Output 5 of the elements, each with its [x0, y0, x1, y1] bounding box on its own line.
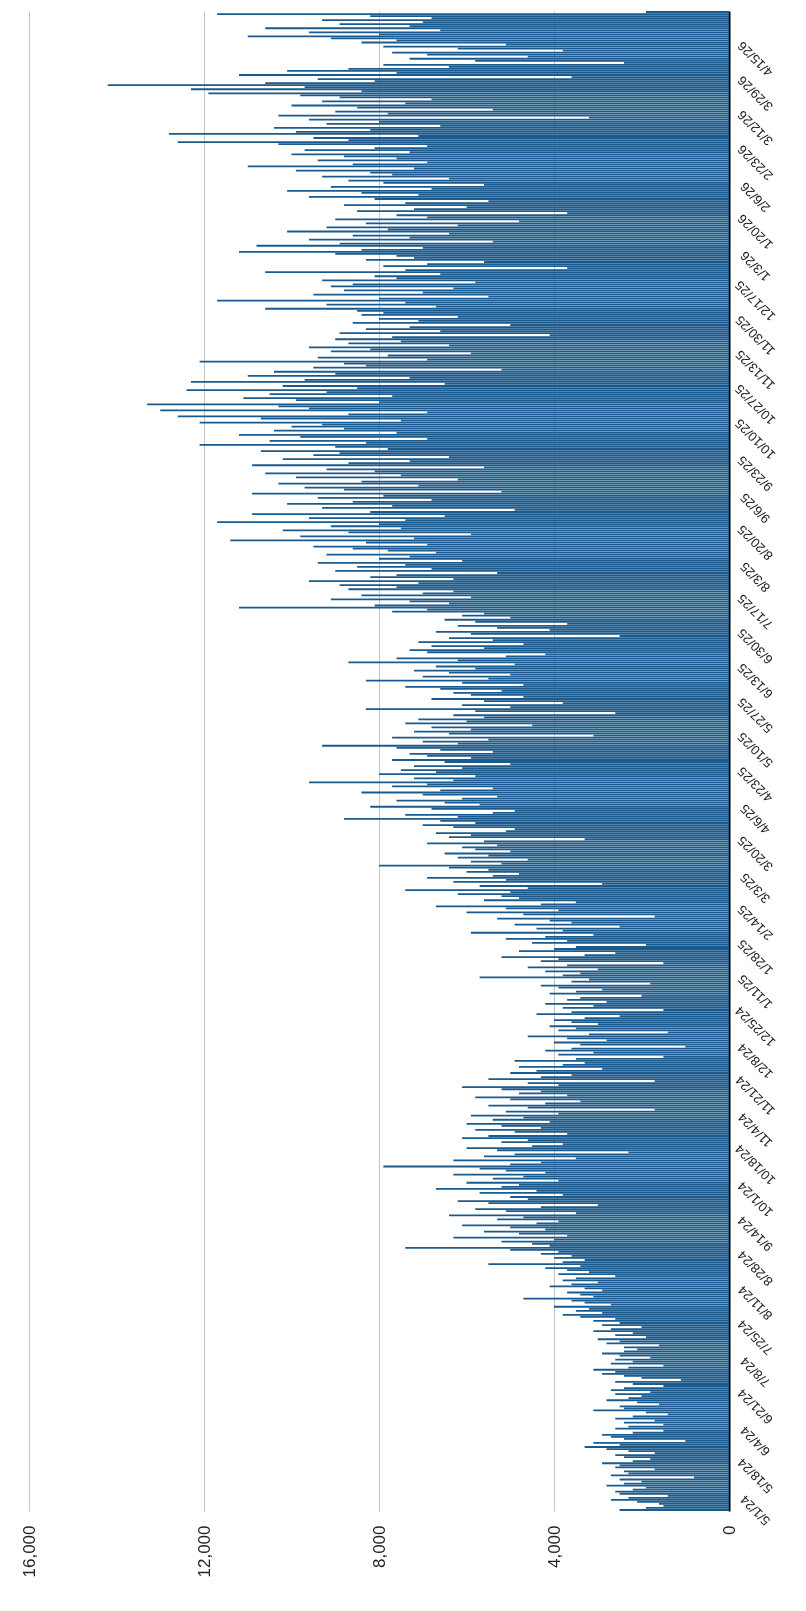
x-tick-label: 12,000: [194, 1525, 214, 1578]
x-tick-label: 8,000: [369, 1525, 389, 1569]
x-tick-label: 0: [719, 1525, 739, 1535]
x-tick-label: 16,000: [19, 1525, 39, 1578]
x-tick-label: 4,000: [544, 1525, 564, 1569]
